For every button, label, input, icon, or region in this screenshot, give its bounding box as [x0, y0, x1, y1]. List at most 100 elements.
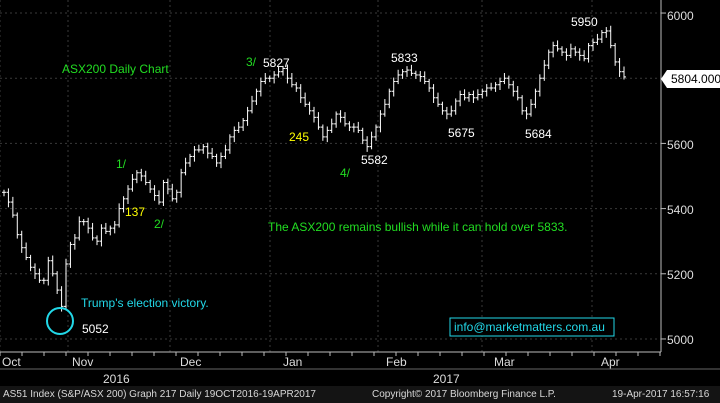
price-bar	[15, 212, 20, 239]
chart-grid	[0, 0, 661, 352]
price-bar	[86, 217, 91, 234]
price-bar	[192, 146, 197, 162]
price-bar	[418, 71, 423, 82]
price-bar	[117, 203, 122, 228]
price-bar	[329, 118, 334, 133]
price-bar	[449, 105, 454, 117]
email-link-box[interactable]: info@marketmatters.com.au	[449, 317, 615, 337]
price-bar	[130, 174, 135, 192]
wave-4-label: 4/	[340, 166, 351, 180]
price-bar	[223, 144, 228, 160]
price-bar	[201, 144, 206, 154]
price-bar	[134, 170, 139, 184]
price-bar	[95, 235, 99, 246]
election-low-circle	[46, 307, 74, 335]
price-bar	[285, 64, 290, 84]
price-bar	[343, 112, 347, 127]
year-label-2017: 2017	[433, 372, 460, 386]
price-bar	[551, 41, 556, 58]
price-bar	[595, 33, 600, 45]
price-bar	[188, 153, 192, 167]
price-bar	[422, 71, 427, 85]
price-bar	[475, 89, 480, 101]
price-bar	[55, 271, 60, 294]
price-bar	[227, 134, 232, 154]
price-bar	[103, 222, 108, 235]
price-bar	[568, 43, 573, 59]
price-bar	[613, 43, 618, 66]
price-bar	[179, 168, 184, 198]
wave-1-label: 1/	[116, 157, 127, 171]
price-bar	[498, 77, 502, 90]
month-label-jan: Jan	[283, 355, 302, 369]
price-bar	[387, 88, 392, 109]
price-bar	[467, 91, 471, 102]
month-label-nov: Nov	[72, 355, 93, 369]
price-bar	[617, 58, 622, 77]
price-bar	[440, 101, 445, 115]
price-bar	[165, 178, 170, 195]
price-bar	[413, 70, 418, 79]
last-price-marker: 5804.000	[661, 70, 720, 88]
price-bar	[19, 230, 24, 253]
price-bar	[316, 112, 321, 130]
price-bar	[560, 46, 564, 57]
low-5582-label: 5582	[361, 153, 388, 167]
y-tick-label-5200: 5200	[667, 268, 694, 282]
price-bar	[64, 258, 68, 309]
price-bar	[374, 124, 378, 141]
price-bar	[542, 59, 547, 81]
price-bar	[599, 29, 604, 44]
y-tick-label-5600: 5600	[667, 138, 694, 152]
price-bar	[219, 152, 223, 169]
price-bar	[582, 50, 587, 62]
price-bar	[10, 196, 15, 218]
low-5675-label: 5675	[448, 126, 475, 140]
month-label-apr: Apr	[601, 355, 620, 369]
price-bar	[427, 78, 432, 92]
price-bar	[161, 179, 166, 206]
price-bar	[81, 219, 86, 226]
price-bar	[400, 69, 405, 79]
bullish-comment: The ASX200 remains bullish while it can …	[268, 220, 568, 234]
price-bar	[493, 82, 498, 92]
price-bar	[298, 84, 303, 103]
price-bar	[604, 27, 609, 38]
price-bar	[41, 277, 46, 285]
price-bar	[347, 121, 352, 132]
price-bar	[555, 40, 560, 52]
price-bar	[214, 153, 219, 167]
price-bar	[405, 66, 409, 77]
price-bar	[356, 121, 361, 133]
last-price-label: 5804.000	[671, 72, 720, 86]
price-bar	[502, 73, 507, 85]
price-bar	[303, 92, 308, 107]
price-bar	[564, 48, 569, 61]
price-bar	[263, 73, 268, 85]
election-annotation: Trump's election victory.	[81, 296, 209, 310]
price-bars	[2, 25, 626, 312]
price-bar	[511, 80, 516, 97]
price-bar	[458, 90, 463, 107]
price-bar	[99, 224, 104, 247]
price-bar	[281, 65, 285, 76]
price-bar	[139, 168, 144, 182]
price-bar	[444, 106, 449, 120]
price-bar	[365, 136, 370, 152]
price-bar	[546, 49, 551, 70]
price-bar	[205, 142, 210, 159]
price-bar	[272, 71, 277, 84]
price-bar	[334, 111, 339, 128]
price-bar	[484, 84, 489, 97]
price-bar	[396, 69, 401, 85]
email-link[interactable]: info@marketmatters.com.au	[454, 320, 605, 334]
price-bar	[533, 88, 538, 109]
footer-left: AS51 Index (S&P/ASX 200) Graph 217 Daily…	[3, 389, 316, 400]
price-bar	[46, 256, 51, 286]
price-bar	[391, 77, 396, 97]
year-label-2016: 2016	[103, 372, 130, 386]
price-bar	[68, 241, 73, 268]
price-bar	[453, 98, 458, 115]
price-bar	[210, 147, 215, 160]
price-bar	[183, 157, 188, 176]
